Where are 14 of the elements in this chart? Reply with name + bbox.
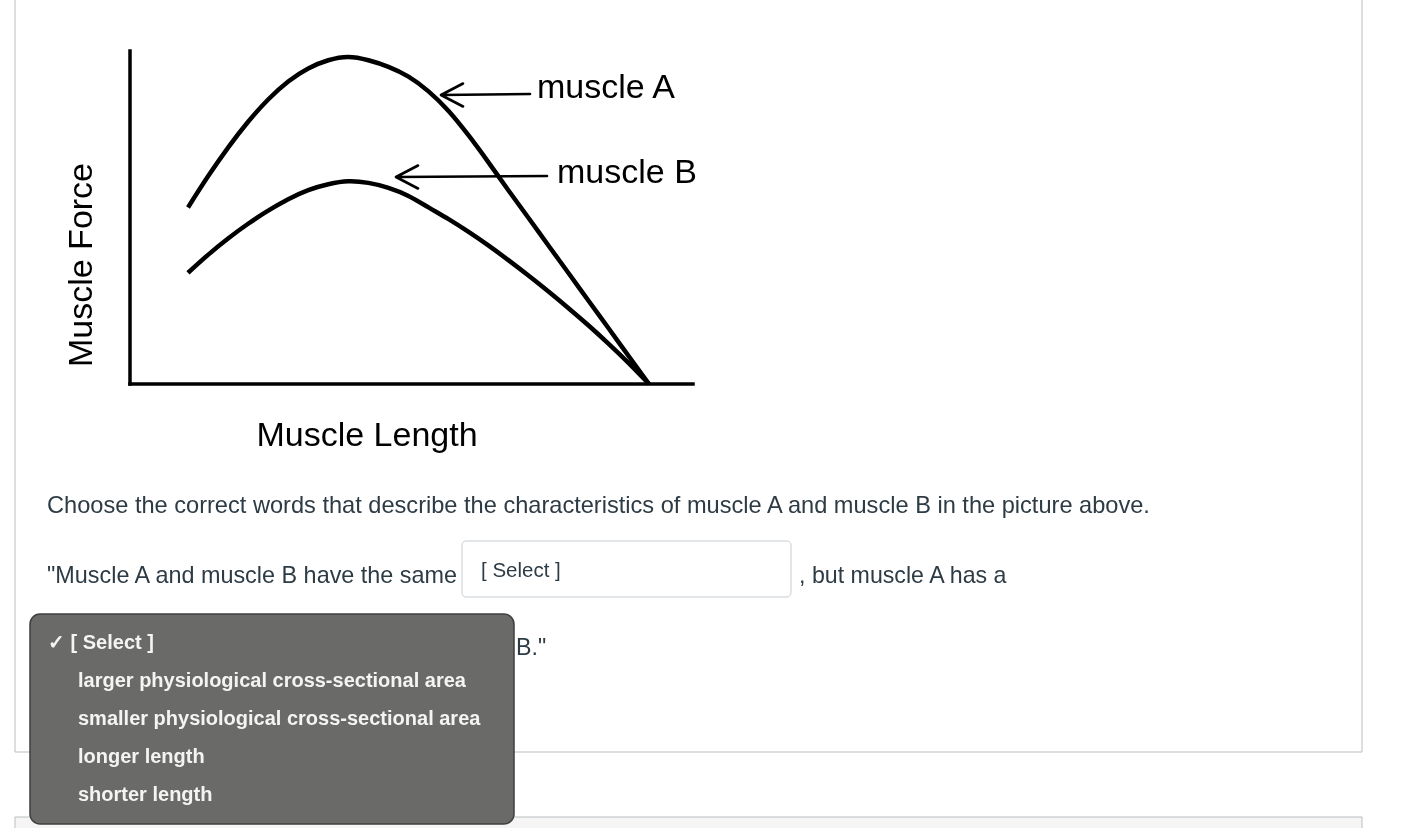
text: Choose the correct words that describe the characteristics of muscle A and muscle B in the picture above.: [47, 492, 1150, 518]
text: [ Select ]: [481, 558, 561, 581]
text: larger physiological cross-sectional area: [78, 669, 467, 691]
x-axis-title: Muscle Length: [256, 415, 478, 453]
text: smaller physiological cross-sectional area: [78, 707, 482, 729]
text: "Muscle A and muscle B have the same: [47, 562, 458, 588]
text: , but muscle A has a: [799, 562, 1007, 588]
y-axis-title: Muscle Force: [61, 162, 99, 368]
text: longer length: [78, 745, 205, 767]
legend-label: muscle A: [537, 67, 676, 105]
text: shorter length: [78, 783, 213, 805]
text: B.": [516, 634, 547, 660]
text: ✓ [ Select ]: [48, 631, 154, 653]
legend-label: muscle B: [557, 152, 697, 190]
